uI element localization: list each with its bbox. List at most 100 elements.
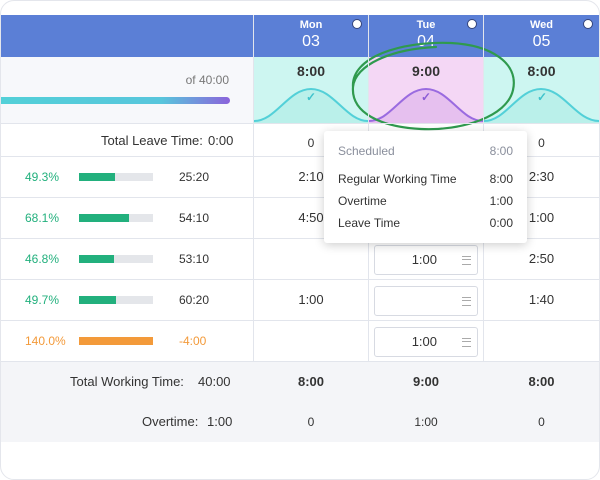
day-summary-tue[interactable]: 9:00 ✓: [369, 57, 483, 123]
overtime-value: 1:00: [207, 414, 233, 429]
day-num-tue: 04: [417, 33, 435, 50]
cell-wed[interactable]: 2:50: [528, 251, 555, 266]
tooltip-leave: Leave Time 0:00: [338, 216, 513, 230]
row-progress-fill: [79, 296, 116, 304]
cell-wed[interactable]: 1:00: [528, 210, 555, 225]
row-divider: [1, 320, 599, 321]
wave-tue: [369, 87, 483, 123]
row-hours: 60:20: [179, 293, 210, 307]
tooltip-regular-label: Regular Working Time: [338, 172, 457, 186]
note-icon[interactable]: [462, 297, 471, 306]
day-name-wed: Wed: [529, 19, 554, 31]
row-progress-fill: [79, 173, 116, 181]
day-name-tue: Tue: [416, 19, 436, 31]
day-name-mon: Mon: [299, 19, 323, 31]
tooltip-overtime-label: Overtime: [338, 194, 387, 208]
day-radio-mon[interactable]: [352, 19, 362, 29]
time-input-tue[interactable]: 1:00: [374, 327, 478, 357]
highlight-circle: [351, 41, 515, 131]
footer-ot-tue: 1:00: [414, 415, 438, 429]
footer-ot-mon: 0: [307, 415, 315, 429]
check-icon-tue: ✓: [421, 90, 432, 104]
leave-wed: 0: [538, 136, 545, 150]
day-total-tue: 9:00: [411, 63, 441, 79]
tooltip-regular: Regular Working Time 8:00: [338, 172, 513, 186]
working-time-label: Total Working Time:: [70, 374, 184, 389]
row-progress: [79, 173, 153, 181]
col-divider: [253, 15, 254, 442]
tooltip-scheduled-label: Scheduled: [338, 144, 395, 158]
tooltip-leave-label: Leave Time: [338, 216, 401, 230]
row-percent: 46.8%: [25, 252, 60, 266]
cell-wed[interactable]: 1:40: [528, 292, 555, 307]
leave-label: Total Leave Time:: [101, 133, 203, 148]
day-radio-tue[interactable]: [467, 19, 477, 29]
cell-mon[interactable]: 1:00: [298, 292, 324, 307]
totals-footer: Total Working Time: 40:00 Overtime: 1:00…: [1, 362, 599, 442]
tooltip-scheduled: Scheduled 8:00: [338, 144, 513, 158]
row-progress: [79, 296, 153, 304]
row-divider: [1, 361, 599, 362]
row-percent: 49.3%: [25, 170, 60, 184]
row-progress: [79, 214, 153, 222]
row-progress: [79, 337, 153, 345]
row-divider: [1, 279, 599, 280]
day-num-wed: 05: [532, 33, 551, 50]
check-icon-wed: ✓: [537, 90, 548, 104]
note-icon[interactable]: [462, 338, 471, 347]
row-divider: [1, 197, 599, 198]
footer-total-tue: 9:00: [412, 374, 440, 389]
overtime-label: Overtime:: [142, 414, 199, 429]
footer-total-wed: 8:00: [528, 374, 555, 389]
time-input-value: 1:00: [411, 252, 437, 267]
row-progress: [79, 255, 153, 263]
leave-mon: 0: [307, 136, 315, 150]
row-progress-fill: [79, 255, 114, 263]
weekly-progress-bar: [1, 97, 230, 104]
wave-mon: [254, 87, 368, 123]
day-header-mon[interactable]: Mon 03: [254, 15, 368, 57]
row-divider: [1, 123, 599, 124]
day-total-mon: 8:00: [296, 63, 326, 79]
time-input-tue[interactable]: 1:00: [374, 245, 478, 275]
cell-mon[interactable]: 2:10: [298, 169, 324, 184]
header-left: [1, 15, 253, 57]
row-hours: 53:10: [179, 252, 210, 266]
footer-ot-wed: 0: [538, 415, 545, 429]
row-percent: 68.1%: [25, 211, 60, 225]
leave-value: 0:00: [208, 133, 234, 148]
check-icon-mon: ✓: [306, 90, 317, 104]
tooltip-overtime-value: 1:00: [489, 194, 513, 208]
day-summary-mon[interactable]: 8:00 ✓: [254, 57, 368, 123]
working-time-value: 40:00: [198, 374, 231, 389]
day-tooltip: Scheduled 8:00 Regular Working Time 8:00…: [324, 131, 527, 243]
time-input-value: 1:00: [411, 334, 437, 349]
day-total-wed: 8:00: [527, 63, 556, 79]
wave-wed: [484, 87, 599, 123]
row-divider: [1, 238, 599, 239]
row-hours: 25:20: [179, 170, 210, 184]
tooltip-scheduled-value: 8:00: [489, 144, 513, 158]
row-progress-fill: [79, 214, 130, 222]
row-hours: 54:10: [179, 211, 210, 225]
tooltip-overtime: Overtime 1:00: [338, 194, 513, 208]
of-total-label: of 40:00: [185, 73, 229, 87]
note-icon[interactable]: [462, 256, 471, 265]
summary-left: of 40:00: [1, 57, 253, 123]
footer-total-mon: 8:00: [297, 374, 325, 389]
day-header-wed[interactable]: Wed 05: [484, 15, 599, 57]
tooltip-leave-value: 0:00: [489, 216, 513, 230]
tooltip-regular-value: 8:00: [489, 172, 513, 186]
row-progress-fill: [79, 337, 153, 345]
day-summary-wed[interactable]: 8:00 ✓: [484, 57, 599, 123]
row-divider: [1, 156, 599, 157]
row-hours: -4:00: [179, 334, 207, 348]
cell-mon[interactable]: 4:50: [298, 210, 324, 225]
time-input-tue[interactable]: [374, 286, 478, 316]
row-percent: 49.7%: [25, 293, 60, 307]
day-radio-wed[interactable]: [583, 19, 593, 29]
row-percent: 140.0%: [25, 334, 66, 348]
day-num-mon: 03: [302, 33, 320, 50]
cell-wed[interactable]: 2:30: [528, 169, 555, 184]
